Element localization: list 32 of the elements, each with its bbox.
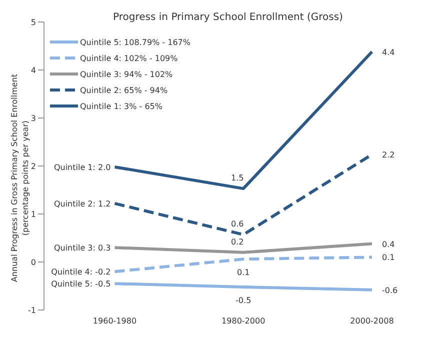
- data-label: -0.5: [236, 296, 252, 305]
- legend-label: Quintile 3: 94% - 102%: [80, 70, 173, 78]
- data-label: 0.6: [230, 220, 244, 229]
- legend-label: Quintile 4: 102% - 109%: [80, 54, 178, 62]
- legend-label: Quintile 2: 65% - 94%: [80, 86, 168, 94]
- x-tick-label: 2000-2008: [350, 316, 394, 326]
- data-label: 2.2: [382, 150, 395, 160]
- legend-label: Quintile 5: 108.79% - 167%: [80, 38, 190, 46]
- data-label: Quintile 3: 0.3: [54, 244, 111, 253]
- data-label: Quintile 5: -0.5: [51, 280, 111, 289]
- data-label: Quintile 4: -0.2: [51, 268, 111, 277]
- x-tick-label: 1960-1980: [92, 316, 137, 326]
- data-label: 0.1: [382, 253, 395, 262]
- legend-label: Quintile 1: 3% - 65%: [80, 102, 162, 110]
- data-label: -0.6: [382, 286, 398, 295]
- chart-title: Progress in Primary School Enrollment (Gross): [113, 12, 344, 23]
- y-tick-label: 4: [30, 66, 36, 75]
- data-label: 1.5: [230, 174, 244, 183]
- x-tick-label: 1980-2000: [222, 316, 266, 326]
- data-label: 0.4: [382, 240, 395, 249]
- y-tick-label: 0: [30, 258, 36, 267]
- data-label: Quintile 2: 1.2: [54, 199, 111, 208]
- data-label: 0.2: [230, 237, 244, 246]
- data-label: 4.4: [382, 48, 395, 57]
- data-label: 0.1: [236, 268, 250, 278]
- y-tick-label: 5: [30, 18, 36, 27]
- y-tick-label: 1: [30, 210, 36, 219]
- y-axis-title: Annual Progress in Gross Primary School Enrollment (percentage points per year): [10, 74, 30, 282]
- y-tick-label: 2: [30, 162, 36, 171]
- data-label: Quintile 1: 2.0: [54, 162, 111, 172]
- y-tick-label: -1: [28, 306, 36, 315]
- y-tick-label: 3: [30, 114, 36, 123]
